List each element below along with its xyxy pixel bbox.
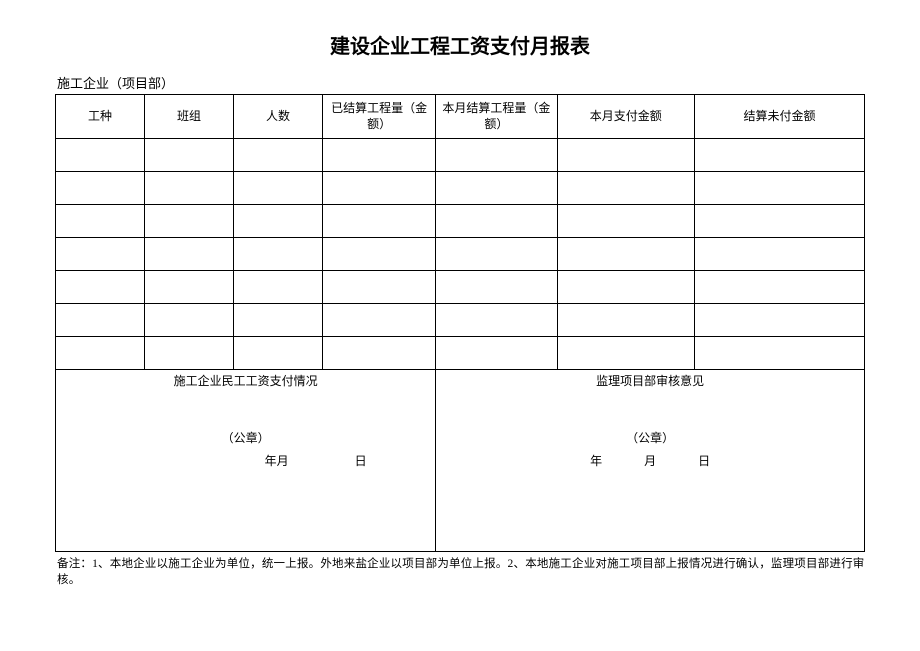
col-header-team: 班组 [144, 95, 233, 139]
sig-left-year-month: 年月 [265, 454, 289, 468]
sig-left-date: 年月 日 [58, 452, 433, 469]
table-cell [557, 172, 695, 205]
table-cell [436, 205, 557, 238]
table-cell [144, 271, 233, 304]
table-cell [144, 238, 233, 271]
col-header-unpaid: 结算未付金额 [695, 95, 865, 139]
table-row [56, 139, 865, 172]
table-row [56, 205, 865, 238]
sig-left-header: 施工企业民工工资支付情况 [58, 372, 433, 389]
table-cell [436, 139, 557, 172]
col-header-month-settled: 本月结算工程量（金额） [436, 95, 557, 139]
signature-row: 施工企业民工工资支付情况 （公章） 年月 日 监理项目部审核意见 （公章） 年 … [56, 370, 865, 552]
table-cell [144, 304, 233, 337]
sig-left-day: 日 [355, 454, 367, 468]
table-row [56, 304, 865, 337]
table-cell [322, 238, 435, 271]
col-header-count: 人数 [233, 95, 322, 139]
col-header-work-type: 工种 [56, 95, 145, 139]
table-cell [436, 238, 557, 271]
table-row [56, 337, 865, 370]
table-cell [695, 271, 865, 304]
table-row [56, 238, 865, 271]
sig-right-month: 月 [644, 454, 656, 468]
table-cell [436, 271, 557, 304]
col-header-settled-amount: 已结算工程量（金额） [322, 95, 435, 139]
table-cell [56, 139, 145, 172]
table-cell [436, 172, 557, 205]
sig-right-year: 年 [590, 454, 602, 468]
table-cell [56, 238, 145, 271]
table-cell [322, 271, 435, 304]
table-cell [233, 271, 322, 304]
table-header-row: 工种 班组 人数 已结算工程量（金额） 本月结算工程量（金额） 本月支付金额 结… [56, 95, 865, 139]
table-cell [233, 238, 322, 271]
sig-right-seal: （公章） [438, 429, 862, 446]
col-header-month-paid: 本月支付金额 [557, 95, 695, 139]
table-cell [695, 205, 865, 238]
table-cell [56, 271, 145, 304]
table-cell [322, 304, 435, 337]
table-cell [557, 139, 695, 172]
table-cell [144, 139, 233, 172]
table-cell [557, 205, 695, 238]
table-cell [436, 304, 557, 337]
table-cell [557, 238, 695, 271]
salary-report-table: 工种 班组 人数 已结算工程量（金额） 本月结算工程量（金额） 本月支付金额 结… [55, 94, 865, 552]
table-cell [557, 271, 695, 304]
table-cell [233, 172, 322, 205]
table-row [56, 172, 865, 205]
table-cell [322, 205, 435, 238]
table-cell [144, 205, 233, 238]
table-cell [322, 337, 435, 370]
sig-right-day: 日 [698, 454, 710, 468]
table-cell [436, 337, 557, 370]
signature-right-cell: 监理项目部审核意见 （公章） 年 月 日 [436, 370, 865, 552]
table-cell [144, 172, 233, 205]
footnote-text: 备注：1、本地企业以施工企业为单位，统一上报。外地来盐企业以项目部为单位上报。2… [55, 555, 865, 587]
table-cell [322, 172, 435, 205]
table-cell [557, 337, 695, 370]
table-cell [233, 304, 322, 337]
table-cell [695, 238, 865, 271]
table-cell [233, 205, 322, 238]
subtitle-label: 施工企业（项目部） [55, 73, 865, 92]
table-cell [56, 304, 145, 337]
page-title: 建设企业工程工资支付月报表 [55, 30, 865, 59]
table-cell [233, 139, 322, 172]
table-cell [695, 337, 865, 370]
table-cell [233, 337, 322, 370]
table-cell [557, 304, 695, 337]
signature-left-cell: 施工企业民工工资支付情况 （公章） 年月 日 [56, 370, 436, 552]
sig-left-seal: （公章） [58, 429, 433, 446]
sig-right-header: 监理项目部审核意见 [438, 372, 862, 389]
table-cell [322, 139, 435, 172]
table-cell [56, 337, 145, 370]
table-cell [695, 139, 865, 172]
table-cell [56, 205, 145, 238]
table-cell [695, 304, 865, 337]
sig-right-date: 年 月 日 [438, 452, 862, 469]
table-cell [56, 172, 145, 205]
table-cell [144, 337, 233, 370]
table-cell [695, 172, 865, 205]
table-row [56, 271, 865, 304]
